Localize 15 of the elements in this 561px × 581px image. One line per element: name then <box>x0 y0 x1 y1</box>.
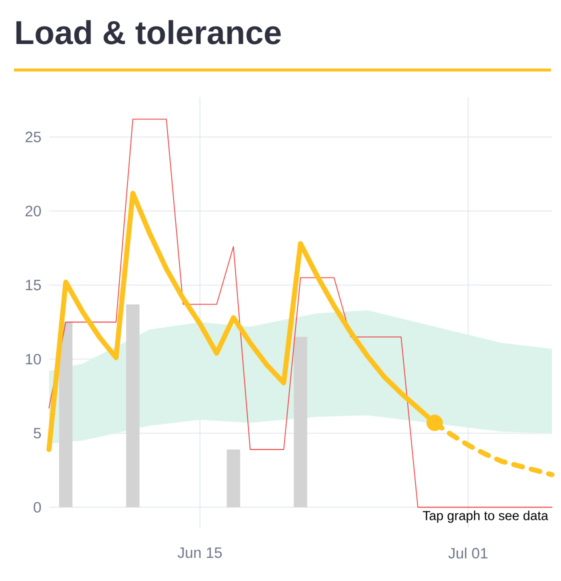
annotation: Tap graph to see data <box>422 510 548 523</box>
y-tick-label: 20 <box>26 206 41 216</box>
line-series <box>48 118 552 508</box>
bar <box>226 449 240 508</box>
y-tick-label: 0 <box>34 502 41 513</box>
y-tick-label: 25 <box>26 132 41 142</box>
y-tick-label: 10 <box>26 354 41 364</box>
x-tick-label: Jun 15 <box>178 548 222 558</box>
chart-title: Load & tolerance <box>16 20 281 44</box>
bar <box>294 336 308 508</box>
y-tick-label: 15 <box>26 280 41 290</box>
bar <box>59 322 72 508</box>
y-tick-label: 5 <box>34 428 41 438</box>
bar <box>126 304 140 508</box>
x-tick-label: Jul 01 <box>448 548 488 559</box>
